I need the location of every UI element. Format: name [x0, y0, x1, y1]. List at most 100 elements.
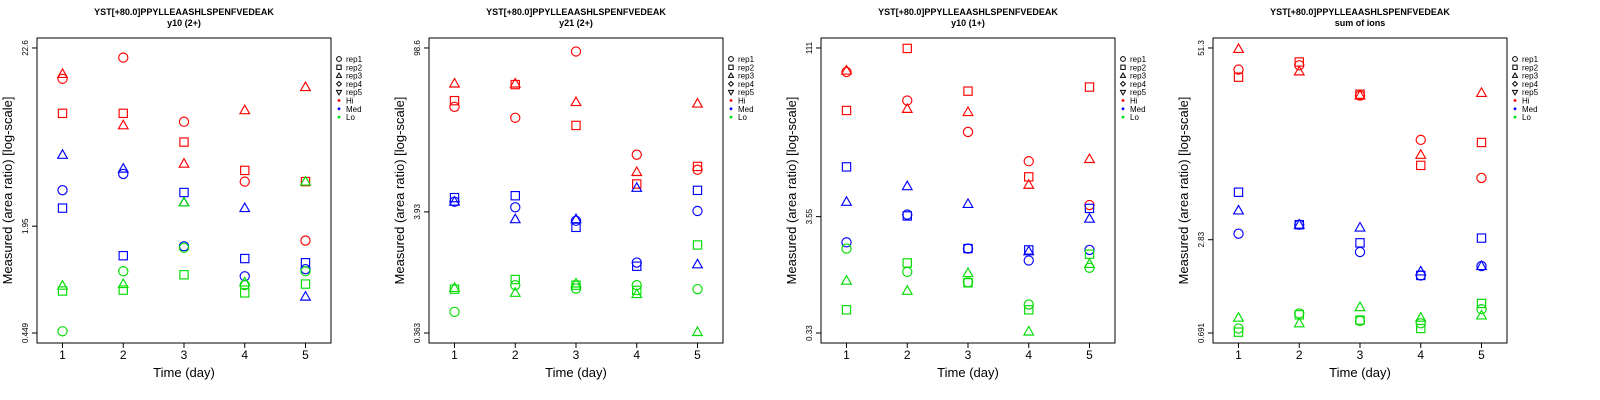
data-point-med-square [841, 162, 852, 172]
x-tick-label: 4 [1417, 348, 1424, 362]
data-point-lo-square [300, 279, 311, 289]
data-point-lo-square [240, 288, 250, 298]
data-point-lo-circle [57, 326, 68, 337]
data-point-lo-square [841, 305, 852, 315]
legend-label: Hi [1130, 97, 1138, 106]
data-point-med-circle [1233, 228, 1244, 239]
data-point-lo-square [1355, 315, 1365, 325]
data-point-med-circle [962, 243, 974, 254]
legend-marker-rep4 [1119, 80, 1127, 88]
data-point-lo-triangle [1354, 301, 1366, 312]
x-tick-label: 5 [1086, 348, 1093, 362]
legend-marker-med [1121, 107, 1125, 111]
legend-label: Hi [1522, 97, 1530, 106]
data-point-lo-circle [178, 242, 190, 253]
data-point-med-square [1355, 238, 1365, 248]
legend-label: rep5 [738, 88, 755, 97]
data-point-hi-square [692, 161, 703, 172]
data-point-med-square [57, 203, 68, 213]
plot-frame [36, 37, 332, 344]
data-point-hi-circle [1415, 134, 1426, 146]
data-point-lo-square [510, 274, 520, 285]
data-point-lo-square [1024, 305, 1034, 315]
data-point-med-square [179, 187, 189, 198]
legend-marker-rep2 [1512, 64, 1518, 70]
data-point-hi-square [632, 179, 642, 189]
data-point-lo-triangle [1232, 311, 1245, 322]
data-point-med-circle [692, 205, 703, 217]
data-point-med-triangle [1475, 259, 1488, 271]
data-point-med-square [632, 261, 642, 271]
data-point-lo-triangle [56, 279, 69, 290]
data-point-lo-square [118, 285, 128, 295]
legend-label: Lo [346, 113, 355, 122]
y-tick-label: 111 [805, 41, 814, 54]
data-point-hi-triangle [509, 77, 522, 88]
data-point-lo-square [179, 270, 189, 280]
x-tick-label: 2 [1296, 348, 1303, 362]
x-tick-label: 1 [1235, 348, 1242, 362]
data-point-hi-triangle [840, 64, 853, 75]
data-point-hi-square [179, 137, 189, 147]
data-point-lo-square [632, 285, 642, 296]
data-point-lo-circle [300, 266, 311, 277]
chart-subtitle: y10 (1+) [951, 18, 985, 28]
data-point-lo-triangle [691, 325, 704, 337]
data-point-hi-triangle [570, 95, 582, 107]
data-point-hi-square [1084, 82, 1095, 92]
data-point-lo-square [1233, 327, 1244, 337]
y-tick-label: 98.6 [413, 40, 422, 56]
data-point-hi-square [510, 79, 520, 90]
data-point-hi-triangle [1022, 178, 1035, 189]
data-point-med-triangle [962, 197, 974, 208]
x-tick-label: 5 [302, 348, 309, 362]
data-point-lo-triangle [840, 274, 853, 285]
data-point-hi-triangle [1232, 42, 1245, 54]
data-point-lo-circle [1023, 299, 1034, 310]
data-point-med-square [449, 192, 460, 203]
legend-label: rep4 [1130, 80, 1147, 89]
x-axis-label: Time (day) [937, 365, 999, 380]
data-point-hi-circle [239, 176, 250, 187]
data-point-hi-circle [118, 52, 129, 63]
data-point-lo-triangle [962, 266, 974, 278]
data-point-lo-circle [841, 243, 852, 254]
chart-subtitle: sum of ions [1335, 18, 1386, 28]
x-tick-label: 1 [451, 348, 458, 362]
chart-subtitle: y10 (2+) [167, 18, 201, 28]
data-point-hi-triangle [630, 165, 643, 177]
data-point-lo-circle [510, 279, 521, 291]
data-point-med-triangle [117, 162, 130, 173]
data-point-lo-triangle [1083, 257, 1096, 269]
x-tick-label: 3 [573, 348, 580, 362]
y-tick-label: 3.93 [413, 204, 422, 220]
data-point-hi-triangle [1414, 148, 1427, 159]
legend-label: rep3 [1522, 72, 1539, 81]
data-point-med-square [1233, 187, 1244, 197]
chart-subtitle: y21 (2+) [559, 18, 593, 28]
plot-frame [820, 37, 1116, 344]
data-point-med-triangle [238, 201, 251, 213]
data-point-med-triangle [630, 181, 643, 192]
chart-title: YST[+80.0]PPYLLEAASHLSPENFVEDEAK [878, 7, 1058, 17]
data-point-lo-square [902, 258, 912, 268]
data-point-hi-circle [1476, 172, 1487, 184]
data-point-hi-square [449, 95, 460, 106]
data-point-hi-circle [510, 112, 521, 123]
legend-marker-rep1 [728, 56, 734, 62]
x-tick-label: 1 [59, 348, 66, 362]
x-tick-label: 3 [1357, 348, 1364, 362]
legend-label: Hi [738, 97, 746, 106]
data-point-med-circle [570, 215, 582, 226]
legend-marker-rep2 [336, 64, 342, 70]
legend-marker-rep2 [728, 64, 734, 70]
data-point-hi-triangle [238, 104, 251, 115]
data-point-hi-square [963, 86, 973, 96]
legend-label: rep2 [1130, 63, 1147, 72]
legend-label: Med [1130, 105, 1146, 114]
data-point-hi-triangle [962, 105, 974, 117]
legend-label: Med [1522, 105, 1538, 114]
y-tick-label: 0.449 [21, 322, 30, 343]
data-point-hi-triangle [178, 157, 190, 168]
